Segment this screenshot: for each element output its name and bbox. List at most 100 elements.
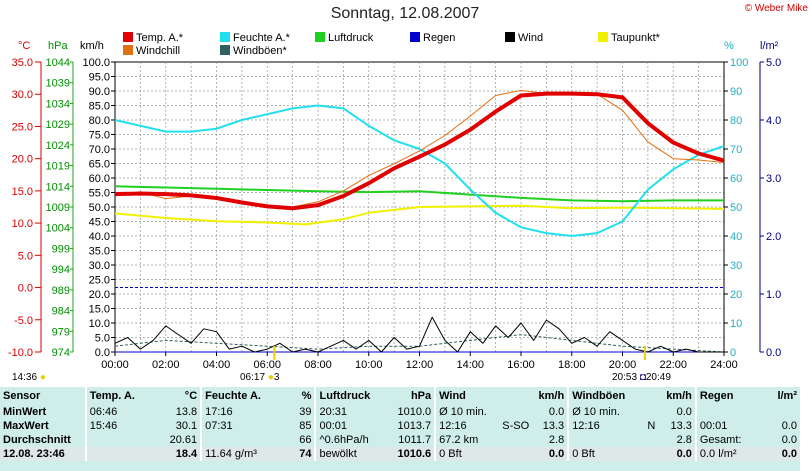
humidity-tick-label: 60: [730, 173, 742, 185]
stats-cell-hum-val: 39: [299, 406, 312, 418]
hdr-wind: Wind: [434, 387, 500, 405]
wind-tick-label: 95.0: [89, 72, 110, 84]
stats-table: Sensor Temp. A. °C Feuchte A. % Luftdruc…: [0, 387, 800, 461]
humidity-tick-label: 70: [730, 144, 742, 156]
stats-cell-temp-time: 06:46: [84, 405, 150, 419]
legend-swatch: [315, 32, 325, 42]
humidity-tick-label: 80: [730, 115, 742, 127]
hdr-gust-spacer: [635, 387, 658, 405]
hdr-rain-unit: l/m²: [777, 390, 797, 402]
wind-tick-label: 80.0: [89, 115, 110, 127]
pressure-axis-unit: hPa: [48, 40, 68, 52]
stats-cell-temp-val: 13.8: [175, 406, 198, 418]
stats-cell-press-time: bewölkt: [314, 447, 389, 461]
stats-cell-rain-val: 0.0: [781, 420, 797, 432]
stats-cell-hum-time: 17:16: [200, 405, 275, 419]
stats-cell-rain-time: 00:01: [694, 419, 759, 433]
stats-panel: Sensor Temp. A. °C Feuchte A. % Luftdruc…: [0, 387, 800, 471]
stats-cell-label: MaxWert: [3, 420, 49, 432]
rain-tick-label: 2.0: [766, 231, 781, 243]
stats-header-row: Sensor Temp. A. °C Feuchte A. % Luftdruc…: [0, 387, 800, 405]
stats-cell-gust-time: 12:16: [567, 419, 636, 433]
humidity-tick-label: 40: [730, 231, 742, 243]
stats-cell-press-val: 1010.0: [397, 406, 432, 418]
humidity-axis-unit: %: [724, 40, 734, 52]
stats-cell-press-val: 1010.6: [388, 447, 436, 461]
stats-cell-gust-val: 2.8: [676, 434, 692, 446]
hdr-rain: Regen: [694, 387, 759, 405]
stats-cell-press-val: 1011.7: [398, 434, 432, 446]
legend-item-rain: Regen: [410, 32, 455, 44]
wind-tick-label: 40.0: [89, 231, 110, 243]
legend-item-gusts: Windböen*: [220, 45, 287, 57]
wind-tick-label: 100.0: [82, 57, 110, 69]
legend-label: Taupunkt*: [611, 32, 660, 44]
stats-cell-wind-time: 0 Bft: [434, 447, 500, 461]
temp-tick-label: 0.0: [18, 283, 33, 295]
stats-row: 12.08. 23:46 18.4 11.64 g/m³ 74 bewölkt 1010.…: [0, 447, 800, 461]
stats-cell-gust-val: 0.0: [658, 447, 696, 461]
sunrise-suffix: 3: [273, 372, 280, 383]
legend-item-dewpoint: Taupunkt*: [598, 32, 660, 44]
hdr-pressure-unit: hPa: [410, 390, 432, 402]
x-tick-label: 06:00: [253, 359, 281, 371]
x-tick-label: 08:00: [304, 359, 332, 371]
wind-tick-label: 15.0: [89, 304, 110, 316]
stats-cell-hum-time: 11.64 g/m³: [200, 447, 275, 461]
temp-axis-unit: °C: [18, 40, 31, 52]
stats-cell-wind-time: 67.2 km: [434, 433, 500, 447]
rain-tick-label: 5.0: [766, 57, 781, 69]
wind-tick-label: 60.0: [89, 173, 110, 185]
pressure-tick-label: 1024: [46, 140, 70, 152]
stats-cell-label: Durchschnitt: [3, 434, 71, 446]
stats-cell-gust-val: 13.3: [670, 420, 692, 432]
sun-icon: ●: [39, 372, 46, 383]
stats-cell-temp-val: 18.4: [149, 447, 202, 461]
stats-cell-label: 12.08. 23:46: [0, 447, 86, 461]
wind-tick-label: 5.0: [95, 333, 110, 345]
stats-cell-wind-val: 13.3: [542, 420, 565, 432]
rain-tick-label: 4.0: [766, 115, 781, 127]
x-tick-label: 12:00: [406, 359, 434, 371]
wind-line: [114, 316, 724, 353]
stats-cell-gust-time: 0 Bft: [567, 447, 636, 461]
wind-tick-label: 20.0: [89, 289, 110, 301]
legend-swatch: [123, 45, 133, 55]
stats-cell-rain-time: Gesamt:: [694, 433, 759, 447]
stats-cell-gust-time: Ø 10 min.: [567, 405, 636, 419]
sunrise-label: 06:17 ●3: [240, 372, 279, 383]
x-tick-label: 10:00: [355, 359, 383, 371]
wind-tick-label: 90.0: [89, 86, 110, 98]
hdr-temp: Temp. A.: [84, 387, 150, 405]
x-tick-label: 14:00: [456, 359, 484, 371]
humidity-tick-label: 30: [730, 260, 742, 272]
stats-cell-gust-mid: N: [647, 420, 656, 432]
rain-tick-label: 1.0: [766, 289, 781, 301]
x-tick-label: 04:00: [203, 359, 231, 371]
wind-tick-label: 65.0: [89, 159, 110, 171]
stats-cell-rain-time: [694, 405, 759, 419]
stats-cell-press-time: 20:31: [314, 405, 389, 419]
stats-cell-wind-mid: [499, 405, 532, 419]
x-tick-label: 24:00: [710, 359, 738, 371]
hdr-gust: Windböen: [567, 387, 636, 405]
pressure-tick-label: 979: [52, 326, 70, 338]
stats-cell-wind-time: Ø 10 min.: [434, 405, 500, 419]
hdr-sensor: Sensor: [3, 390, 41, 402]
moon-icon: ◘: [639, 372, 646, 383]
hdr-wind-spacer: [499, 387, 532, 405]
pressure-tick-label: 1034: [46, 98, 70, 110]
pressure-tick-label: 1004: [46, 223, 70, 235]
stats-cell-temp-time: [84, 447, 150, 461]
stats-cell-hum-time: 07:31: [200, 419, 275, 433]
hdr-humidity: Feuchte A.: [200, 387, 275, 405]
pressure-tick-label: 994: [52, 264, 70, 276]
hdr-wind-unit: km/h: [538, 390, 565, 402]
stats-cell-press-time: ^0.6hPa/h: [314, 433, 389, 447]
legend-item-windchill: Windchill: [123, 45, 180, 57]
stats-cell-hum-time: [200, 433, 275, 447]
stats-cell-press-val: 1013.7: [397, 420, 432, 432]
stats-cell-wind-mid: [499, 433, 532, 447]
stats-cell-gust-mid: [635, 447, 659, 461]
legend-label: Luftdruck: [328, 32, 374, 44]
